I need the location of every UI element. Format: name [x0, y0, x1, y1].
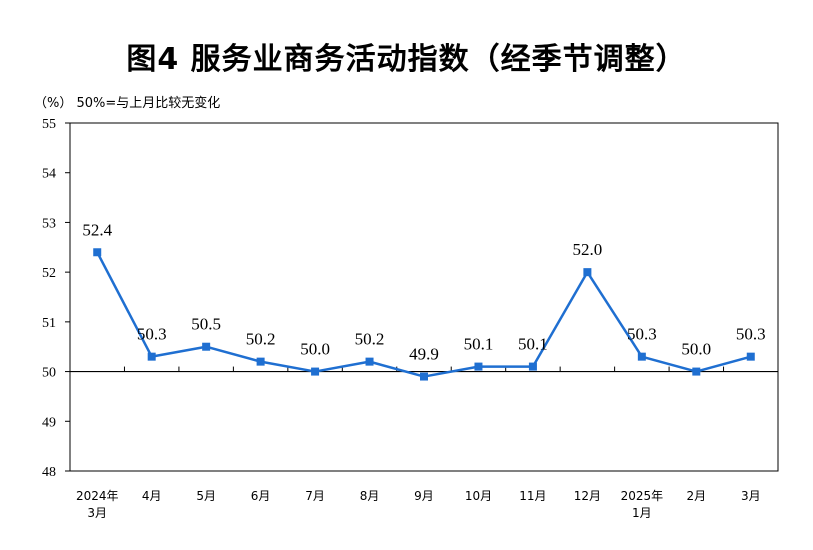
- note-text: 50%=与上月比较无变化: [76, 96, 221, 111]
- x-tick-label-line: 6月: [251, 489, 271, 503]
- y-tick-label-51: 51: [42, 316, 56, 331]
- x-tick-label-5: 8月: [360, 489, 380, 503]
- data-label-12: 50.3: [736, 325, 766, 344]
- y-tick-label-52: 52: [42, 266, 56, 281]
- x-tick-label-0: 2024年 3月: [76, 489, 119, 520]
- x-tick-label-10: 2025年 1月: [621, 489, 664, 520]
- x-tick-label-3: 6月: [251, 489, 271, 503]
- unit-label: （%）: [34, 96, 73, 111]
- x-tick-label-line: 5月: [196, 489, 216, 503]
- data-point-8: [528, 362, 537, 371]
- data-label-6: 49.9: [409, 345, 439, 364]
- data-point-1: [147, 352, 156, 361]
- x-tick-label-11: 2月: [686, 489, 706, 503]
- y-tick-label-53: 53: [42, 216, 56, 231]
- data-point-7: [474, 362, 483, 371]
- x-tick-label-12: 3月: [741, 489, 761, 503]
- data-point-4: [311, 367, 320, 376]
- unit-note: （%） 50%=与上月比较无变化: [34, 92, 220, 111]
- data-point-0: [93, 248, 102, 257]
- data-label-0: 52.4: [82, 220, 112, 239]
- data-label-7: 50.1: [464, 335, 494, 354]
- data-point-11: [692, 367, 701, 376]
- data-label-10: 50.3: [627, 325, 657, 344]
- data-point-6: [420, 372, 428, 381]
- data-label-3: 50.2: [246, 330, 276, 349]
- x-tick-label-8: 11月: [519, 489, 546, 503]
- x-tick-label-line: 11月: [519, 489, 546, 503]
- x-tick-label-line: 4月: [142, 489, 162, 503]
- data-point-2: [202, 342, 211, 351]
- data-point-12: [746, 352, 755, 361]
- x-tick-label-line: 2月: [686, 489, 706, 503]
- y-tick-label-48: 48: [42, 465, 56, 480]
- chart-title: 图4 服务业商务活动指数（经季节调整）: [126, 42, 687, 77]
- x-tick-label-7: 10月: [465, 489, 492, 503]
- x-tick-label-2: 5月: [196, 489, 216, 503]
- data-label-5: 50.2: [355, 330, 385, 349]
- data-point-5: [365, 357, 374, 366]
- data-label-1: 50.3: [137, 325, 167, 344]
- x-tick-label-6: 9月: [414, 489, 434, 503]
- data-label-11: 50.0: [681, 340, 711, 359]
- x-tick-label-line: 8月: [360, 489, 380, 503]
- x-tick-label-line: 10月: [465, 489, 492, 503]
- data-point-10: [637, 352, 646, 361]
- data-label-8: 50.1: [518, 335, 548, 354]
- data-label-4: 50.0: [300, 340, 330, 359]
- x-tick-label-line: 3月: [741, 489, 761, 503]
- y-tick-label-55: 55: [42, 117, 56, 132]
- x-tick-label-line: 2025年: [621, 489, 664, 503]
- x-tick-label-line: 1月: [632, 506, 652, 520]
- x-tick-label-line: 3月: [87, 506, 107, 520]
- x-tick-label-line: 2024年: [76, 489, 119, 503]
- data-label-2: 50.5: [191, 315, 221, 334]
- y-tick-label-49: 49: [42, 415, 56, 430]
- y-tick-label-54: 54: [42, 167, 56, 182]
- plot-frame: [69, 122, 779, 472]
- data-point-3: [256, 357, 265, 366]
- y-tick-label-50: 50: [42, 366, 56, 381]
- x-tick-label-4: 7月: [305, 489, 325, 503]
- x-tick-label-1: 4月: [142, 489, 162, 503]
- x-tick-label-line: 12月: [574, 489, 601, 503]
- x-tick-label-line: 7月: [305, 489, 325, 503]
- x-tick-label-9: 12月: [574, 489, 601, 503]
- data-point-9: [583, 268, 592, 277]
- x-tick-label-line: 9月: [414, 489, 434, 503]
- data-label-9: 52.0: [573, 240, 603, 259]
